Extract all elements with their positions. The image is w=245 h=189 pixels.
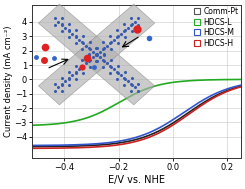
HDCS-L (126, 96, 129, 99)
HDCS-H (30, 147, 33, 149)
HDCS-H (195, 108, 198, 110)
HDCS-M (132, 137, 135, 139)
HDCS-L (132, 93, 135, 96)
HDCS-M (126, 138, 129, 141)
HDCS-L (239, 78, 242, 81)
HDCS-L (233, 78, 236, 81)
HDCS-H (233, 88, 236, 90)
Comm-Pt (132, 139, 135, 141)
HDCS-L (195, 79, 198, 81)
Line: HDCS-H: HDCS-H (32, 87, 241, 148)
Line: HDCS-L: HDCS-L (32, 79, 241, 125)
HDCS-M (233, 86, 236, 88)
X-axis label: E/V vs. NHE: E/V vs. NHE (108, 175, 165, 185)
HDCS-M (195, 103, 198, 105)
Comm-Pt (233, 87, 236, 89)
Comm-Pt (195, 106, 198, 108)
HDCS-H (239, 86, 242, 88)
HDCS-L (30, 124, 33, 126)
HDCS-H (132, 141, 135, 143)
Y-axis label: Current density (mA cm⁻²): Current density (mA cm⁻²) (4, 26, 13, 137)
HDCS-H (41, 147, 44, 149)
Comm-Pt (126, 140, 129, 143)
HDCS-L (41, 124, 44, 126)
HDCS-H (233, 88, 236, 90)
Comm-Pt (30, 146, 33, 148)
HDCS-M (233, 86, 236, 88)
Comm-Pt (233, 87, 236, 89)
HDCS-H (126, 142, 129, 144)
Comm-Pt (41, 145, 44, 148)
Line: HDCS-M: HDCS-M (32, 85, 241, 146)
HDCS-L (233, 78, 236, 81)
HDCS-M (30, 144, 33, 147)
HDCS-M (41, 144, 44, 146)
HDCS-M (239, 84, 242, 86)
Line: Comm-Pt: Comm-Pt (32, 86, 241, 147)
Comm-Pt (239, 85, 242, 87)
Legend: Comm-Pt, HDCS-L, HDCS-M, HDCS-H: Comm-Pt, HDCS-L, HDCS-M, HDCS-H (193, 6, 239, 48)
